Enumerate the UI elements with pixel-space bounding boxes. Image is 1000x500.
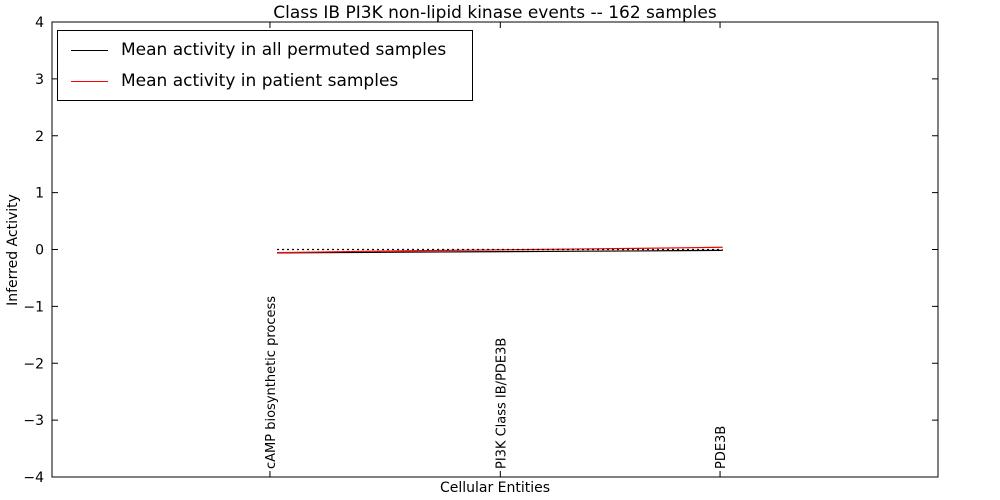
- x-tick-label: PI3K Class IB/PDE3B: [494, 338, 509, 469]
- x-axis-label: Cellular Entities: [439, 480, 551, 496]
- legend-label-permuted: Mean activity in all permuted samples: [121, 40, 447, 60]
- legend: Mean activity in all permuted samples Me…: [57, 30, 474, 101]
- legend-item-permuted: Mean activity in all permuted samples: [71, 40, 446, 60]
- legend-item-patient: Mean activity in patient samples: [71, 71, 446, 91]
- y-tick-label: 3: [35, 72, 44, 88]
- y-tick-label: −1: [23, 299, 44, 315]
- series-line-0: [277, 249, 723, 254]
- legend-line-patient-icon: [71, 80, 108, 82]
- y-tick-label: −3: [23, 413, 44, 429]
- legend-line-permuted-icon: [71, 49, 108, 51]
- y-tick-label: 2: [35, 129, 44, 145]
- y-tick-label: 1: [35, 186, 44, 202]
- legend-label-patient: Mean activity in patient samples: [121, 71, 399, 91]
- y-tick-label: 0: [35, 243, 44, 259]
- y-tick-label: −4: [23, 470, 44, 486]
- y-tick-label: −2: [23, 356, 44, 372]
- y-tick-label: 4: [35, 15, 44, 31]
- chart-title: Class IB PI3K non-lipid kinase events --…: [273, 3, 717, 23]
- x-tick-label: PDE3B: [714, 426, 729, 469]
- x-tick-label: cAMP biosynthetic process: [264, 296, 279, 469]
